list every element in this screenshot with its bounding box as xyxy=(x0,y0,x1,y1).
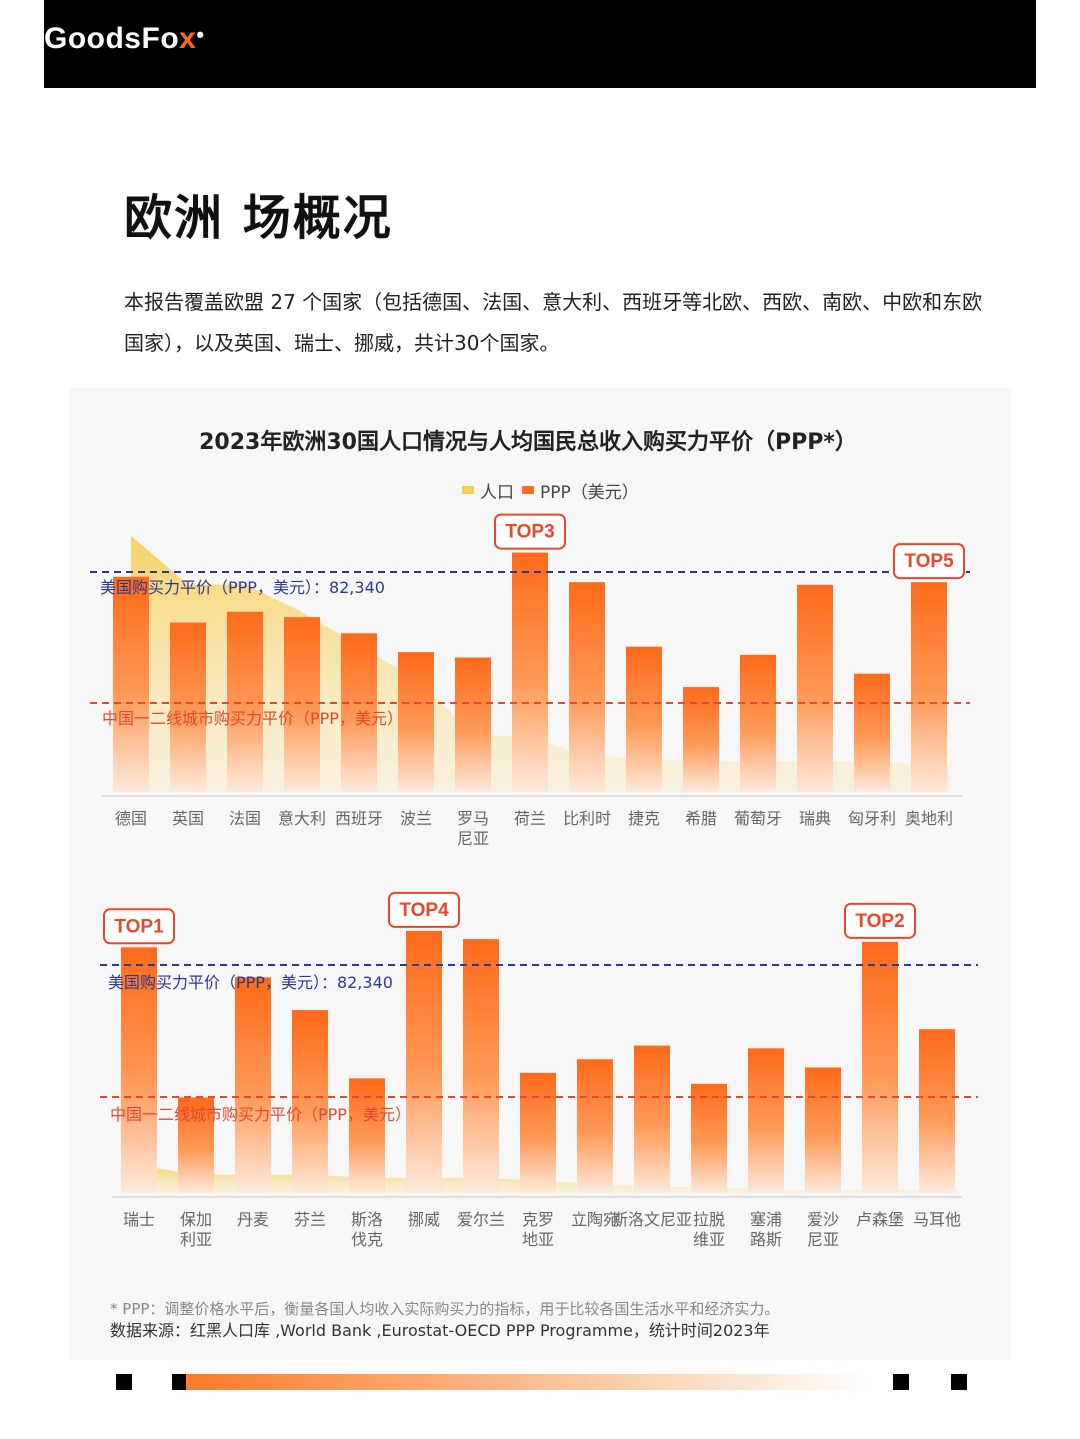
decor-square xyxy=(951,1374,967,1390)
ppp-bar xyxy=(634,1045,670,1193)
rank-badge xyxy=(494,513,566,550)
page-title: 欧洲 场概况 xyxy=(124,190,393,246)
rank-badge xyxy=(103,908,175,945)
ppp-bar xyxy=(569,582,605,792)
population-area xyxy=(140,1165,957,1193)
rank-badge-label: TOP2 xyxy=(855,911,904,932)
rank-badge-label: TOP5 xyxy=(904,551,954,572)
rank-badge-label: TOP3 xyxy=(505,522,554,543)
chart-legend: 人口 PPP（美元） xyxy=(462,478,639,503)
intro-paragraph: 本报告覆盖欧盟 27 个国家（包括德国、法国、意大利、西班牙等北欧、西欧、南欧、… xyxy=(124,290,983,355)
ppp-bar xyxy=(113,576,149,792)
logo-x: x xyxy=(179,22,197,55)
ppp-bar xyxy=(805,1067,841,1193)
decor-gradient-bar xyxy=(186,1374,870,1390)
ppp-bar xyxy=(520,1072,556,1193)
decor-square xyxy=(172,1374,188,1390)
us-ppp-reference-label: 美国购买力平价（PPP，美元）：82,340 xyxy=(100,578,385,597)
ppp-bar xyxy=(455,657,491,792)
ppp-bar xyxy=(235,977,271,1193)
ppp-bar xyxy=(292,1010,328,1193)
footnote: * PPP：调整价格水平后，衡量各国人均收入实际购买力的指标，用于比较各国生活水… xyxy=(110,1300,780,1318)
china-ppp-reference-label: 中国一二线城市购买力平价（PPP，美元） xyxy=(110,1105,411,1124)
ppp-bar xyxy=(349,1078,385,1193)
category-label: 西班牙 xyxy=(335,809,383,828)
category-label: 保加利亚 xyxy=(180,1210,212,1249)
ppp-bar xyxy=(121,947,157,1193)
category-label: 斯洛文尼亚 xyxy=(612,1210,692,1229)
logo-text: GoodsFo xyxy=(44,22,180,55)
rank-badge xyxy=(844,902,916,939)
rank-badge-label: TOP4 xyxy=(399,900,449,921)
ppp-bar xyxy=(284,617,320,792)
ppp-bar xyxy=(919,1029,955,1193)
rank-badge xyxy=(893,543,965,580)
ppp-bar xyxy=(178,1097,214,1193)
category-label: 爱沙尼亚 xyxy=(807,1210,839,1249)
category-label: 荷兰 xyxy=(514,809,546,828)
category-label: 葡萄牙 xyxy=(734,809,782,828)
category-label: 挪威 xyxy=(408,1210,440,1229)
category-label: 立陶宛 xyxy=(571,1210,619,1229)
legend-ppp-swatch xyxy=(522,486,534,494)
ppp-bar xyxy=(911,582,947,792)
ppp-bar xyxy=(170,622,206,792)
category-label: 匈牙利 xyxy=(848,809,896,828)
ppp-bar xyxy=(341,633,377,792)
category-label: 拉脱维亚 xyxy=(693,1210,725,1249)
category-label: 瑞典 xyxy=(799,809,831,828)
legend-ppp-label: PPP（美元） xyxy=(540,482,639,503)
category-label: 罗马尼亚 xyxy=(457,809,489,848)
category-label: 英国 xyxy=(172,809,204,828)
category-label: 丹麦 xyxy=(237,1210,269,1229)
category-label: 比利时 xyxy=(563,809,611,828)
category-label: 意大利 xyxy=(278,809,326,828)
category-label: 塞浦路斯 xyxy=(750,1210,782,1249)
legend-population-label: 人口 xyxy=(480,482,514,503)
population-area xyxy=(131,535,949,792)
category-label: 芬兰 xyxy=(294,1210,326,1229)
goodsfox-logo[interactable]: GoodsFox• xyxy=(44,22,205,56)
category-label: 希腊 xyxy=(685,809,717,828)
category-label: 捷克 xyxy=(628,809,660,828)
ppp-bar xyxy=(577,1059,613,1193)
category-label: 克罗地亚 xyxy=(522,1210,554,1249)
rank-badge-label: TOP1 xyxy=(114,916,164,937)
decor-square xyxy=(893,1374,909,1390)
decor-square xyxy=(116,1374,132,1390)
ppp-bar xyxy=(862,941,898,1193)
category-label: 瑞士 xyxy=(123,1210,155,1229)
ppp-bar xyxy=(797,584,833,792)
chart-panel xyxy=(70,388,1011,1360)
category-label: 马耳他 xyxy=(913,1210,961,1229)
ppp-bar xyxy=(748,1048,784,1193)
ppp-bar xyxy=(406,930,442,1193)
china-ppp-reference-label: 中国一二线城市购买力平价（PPP，美元） xyxy=(102,709,403,728)
category-label: 波兰 xyxy=(400,809,432,828)
legend-population-swatch xyxy=(462,486,474,494)
ppp-bar xyxy=(683,687,719,792)
ppp-bar xyxy=(227,611,263,792)
us-ppp-reference-label: 美国购买力平价（PPP，美元）：82,340 xyxy=(108,973,393,992)
chart-title: 2023年欧洲30国人口情况与人均国民总收入购买力平价（PPP*） xyxy=(199,430,857,455)
ppp-bar xyxy=(626,646,662,792)
ppp-bar xyxy=(740,654,776,792)
ppp-bar xyxy=(512,552,548,792)
category-label: 卢森堡 xyxy=(856,1210,904,1229)
category-label: 德国 xyxy=(115,809,147,828)
ppp-bar xyxy=(463,939,499,1193)
rank-badge xyxy=(388,891,460,928)
category-label: 奥地利 xyxy=(905,809,953,828)
ppp-bar xyxy=(691,1083,727,1193)
data-source: 数据来源：红黑人口库 ,World Bank ,Eurostat-OECD PP… xyxy=(110,1321,770,1340)
category-label: 斯洛伐克 xyxy=(351,1210,383,1249)
category-label: 爱尔兰 xyxy=(457,1210,505,1229)
ppp-bar xyxy=(398,652,434,792)
header-bar xyxy=(44,0,1036,88)
category-label: 法国 xyxy=(229,809,261,828)
ppp-bar xyxy=(854,673,890,792)
logo-mark: • xyxy=(196,22,205,47)
